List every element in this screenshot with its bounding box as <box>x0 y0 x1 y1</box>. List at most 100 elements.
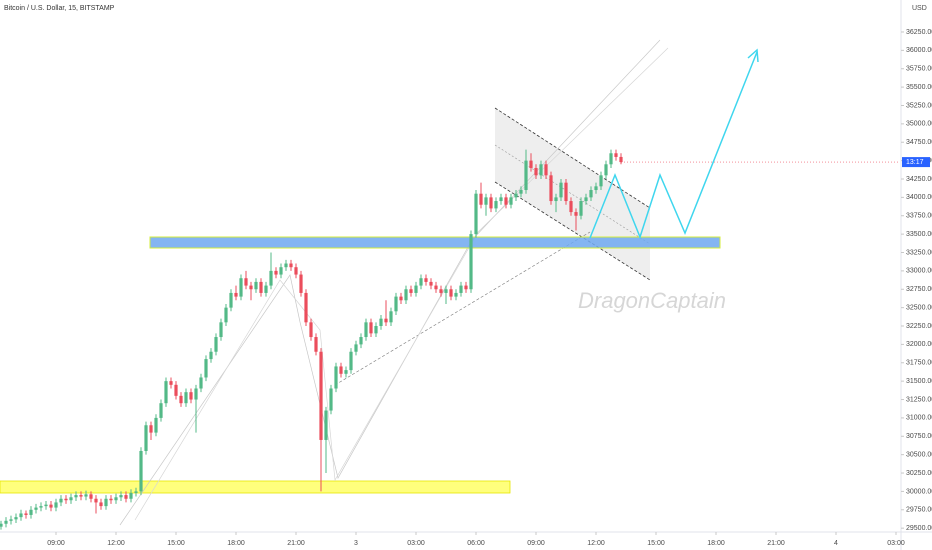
candle-body <box>609 153 613 165</box>
candle-body <box>104 498 108 507</box>
resistance-zone <box>149 236 721 249</box>
trend-line <box>334 231 591 386</box>
candle-body <box>109 498 113 501</box>
x-tick-label: 4 <box>834 540 838 547</box>
candle-body <box>579 201 583 216</box>
candle-body <box>84 494 88 497</box>
candle-body <box>479 193 483 205</box>
candle-body <box>64 498 68 501</box>
candle-body <box>494 201 498 209</box>
candle-body <box>179 395 183 404</box>
candle-body <box>324 410 328 440</box>
candle-body <box>454 292 458 297</box>
candle-body <box>129 492 133 499</box>
y-tick-label: 32500.00 <box>906 304 932 311</box>
chart-title: Bitcoin / U.S. Dollar, 15, BITSTAMP <box>4 5 115 12</box>
candle-body <box>509 197 513 205</box>
candle-body <box>0 523 3 527</box>
candle-body <box>489 197 493 209</box>
y-tick-label: 35750.00 <box>906 66 932 73</box>
x-tick-label: 03:00 <box>407 540 425 547</box>
x-tick-label: 12:00 <box>587 540 605 547</box>
candle-body <box>299 274 303 293</box>
candle-body <box>174 384 178 396</box>
x-tick-label: 09:00 <box>527 540 545 547</box>
y-tick-label: 34750.00 <box>906 139 932 146</box>
candle-body <box>529 160 533 168</box>
candle-body <box>339 366 343 374</box>
y-tick-label: 33750.00 <box>906 213 932 220</box>
candle-body <box>314 337 318 352</box>
candle-body <box>354 344 358 352</box>
y-tick-label: 30250.00 <box>906 470 932 477</box>
candle-body <box>289 263 293 268</box>
candle-body <box>209 351 213 360</box>
candle-body <box>114 497 118 501</box>
candle-body <box>409 289 413 293</box>
candle-body <box>319 351 323 440</box>
candle-body <box>249 285 253 290</box>
candle-body <box>99 502 103 507</box>
candle-body <box>44 504 48 507</box>
candle-body <box>349 351 353 371</box>
y-tick-label: 35000.00 <box>906 121 932 128</box>
candle-body <box>394 296 398 312</box>
candle-body <box>199 377 203 389</box>
y-tick-label: 31000.00 <box>906 415 932 422</box>
cyan-arrow-head <box>747 48 759 63</box>
candle-body <box>54 502 58 508</box>
candle-body <box>459 285 463 293</box>
candle-body <box>564 182 568 202</box>
y-tick-label: 33500.00 <box>906 231 932 238</box>
candle-body <box>449 289 453 297</box>
y-tick-label: 33250.00 <box>906 249 932 256</box>
candle-body <box>524 160 528 191</box>
candle-body <box>474 193 478 235</box>
y-tick-label: 31750.00 <box>906 360 932 367</box>
candle-body <box>364 322 368 338</box>
candle-body <box>284 263 288 268</box>
y-tick-label: 31250.00 <box>906 396 932 403</box>
countdown-badge <box>902 157 930 168</box>
x-tick-label: 21:00 <box>767 540 785 547</box>
candle-body <box>404 289 408 301</box>
candles <box>0 149 623 530</box>
candle-body <box>469 234 473 290</box>
candle-body <box>269 270 273 286</box>
candle-body <box>539 164 543 176</box>
y-tick-label: 32000.00 <box>906 341 932 348</box>
candle-body <box>89 494 93 499</box>
candle-body <box>589 190 593 198</box>
candle-body <box>294 267 298 275</box>
candle-body <box>39 506 43 508</box>
candle-body <box>484 197 488 205</box>
x-tick-label: 12:00 <box>107 540 125 547</box>
candle-body <box>279 267 283 275</box>
candle-body <box>9 519 13 521</box>
candle-body <box>79 495 83 497</box>
candle-body <box>374 326 378 334</box>
candle-body <box>464 285 468 290</box>
candle-body <box>384 318 388 323</box>
candle-body <box>424 278 428 282</box>
projection-line <box>119 39 661 526</box>
candle-body <box>204 359 208 378</box>
x-tick-label: 09:00 <box>47 540 65 547</box>
candle-body <box>439 289 443 293</box>
candle-body <box>344 370 348 374</box>
candle-body <box>444 289 448 293</box>
candle-body <box>584 197 588 202</box>
candle-body <box>74 495 78 498</box>
x-tick-label: 15:00 <box>647 540 665 547</box>
candle-body <box>4 520 8 524</box>
candle-body <box>554 197 558 202</box>
candle-body <box>29 509 33 515</box>
candle-body <box>519 190 523 194</box>
candle-body <box>254 281 258 290</box>
candle-body <box>149 425 153 433</box>
candle-body <box>154 417 158 433</box>
candle-body <box>19 513 23 518</box>
